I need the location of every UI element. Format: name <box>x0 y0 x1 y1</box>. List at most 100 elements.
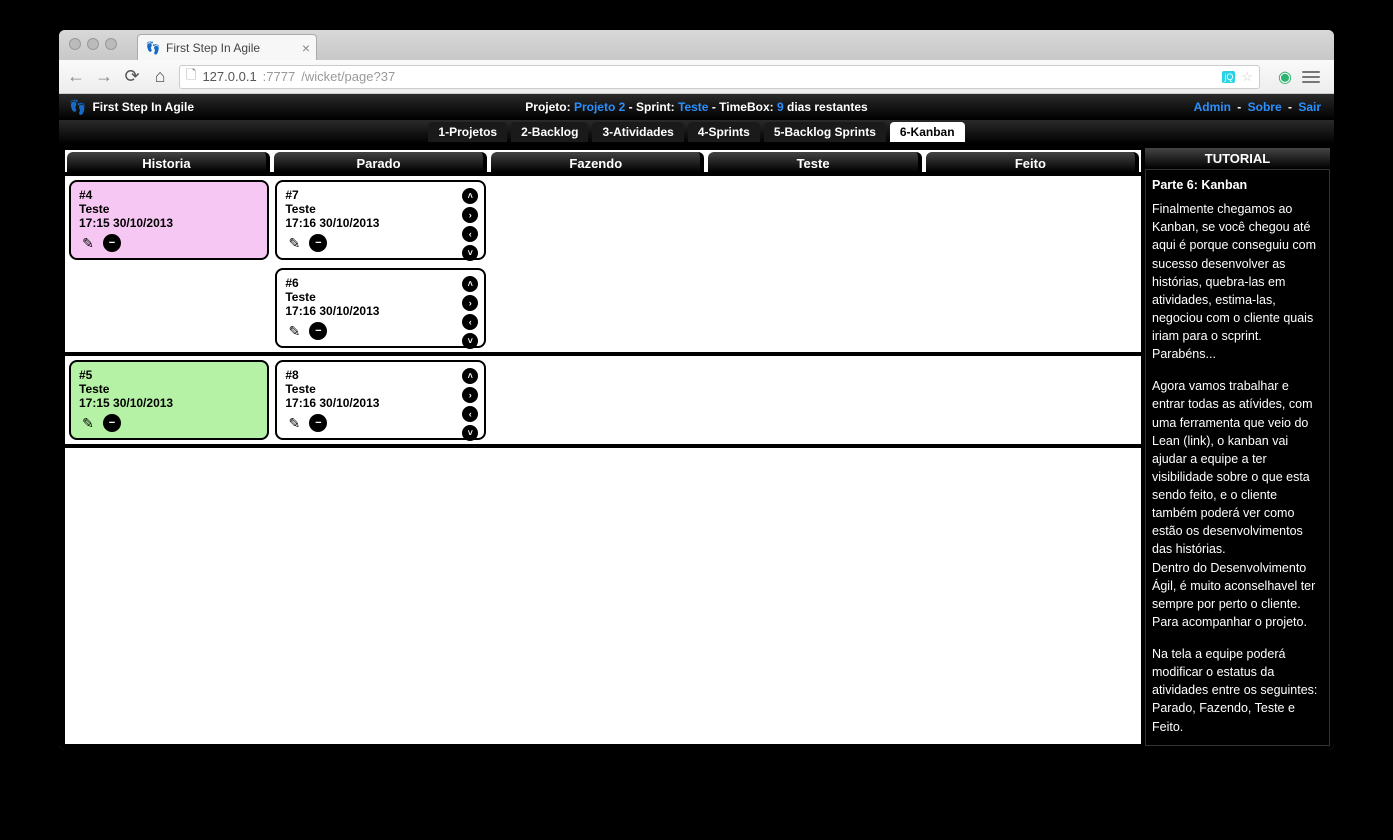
move-left-icon[interactable]: ‹ <box>462 314 478 330</box>
card-actions: ✎ − <box>79 234 259 252</box>
task-card[interactable]: ˄ › ‹ ˅ #7 Teste 17:16 30/10/2013 ✎ − <box>275 180 486 260</box>
maximize-window-button[interactable] <box>105 38 117 50</box>
home-button[interactable]: ⌂ <box>151 66 169 87</box>
edit-icon[interactable]: ✎ <box>285 414 303 432</box>
nav-tab[interactable]: 1-Projetos <box>428 122 507 142</box>
move-up-icon[interactable]: ˄ <box>462 188 478 204</box>
tab-close-icon[interactable]: × <box>302 40 310 56</box>
sprint-link[interactable]: Teste <box>678 100 708 114</box>
move-up-icon[interactable]: ˄ <box>462 368 478 384</box>
app-header: 👣 First Step In Agile Projeto: Projeto 2… <box>59 94 1334 120</box>
column-header: Historia <box>67 152 270 172</box>
timebox-label: - TimeBox: <box>712 100 774 114</box>
card-actions: ✎ − <box>285 414 476 432</box>
close-window-button[interactable] <box>69 38 81 50</box>
move-down-icon[interactable]: ˅ <box>462 245 478 261</box>
nav-tab[interactable]: 3-Atividades <box>592 122 683 142</box>
cell-feito <box>926 360 1137 440</box>
card-timestamp: 17:16 30/10/2013 <box>285 396 476 410</box>
delete-icon[interactable]: − <box>103 234 121 252</box>
extension-badge-icon[interactable]: jQ <box>1222 71 1235 83</box>
projeto-link[interactable]: Projeto 2 <box>574 100 625 114</box>
minimize-window-button[interactable] <box>87 38 99 50</box>
move-right-icon[interactable]: › <box>462 295 478 311</box>
tutorial-paragraph: Finalmente chegamos ao Kanban, se você c… <box>1152 200 1323 363</box>
delete-icon[interactable]: − <box>309 414 327 432</box>
cell-teste <box>709 360 920 440</box>
move-controls: ˄ › ‹ ˅ <box>462 276 478 349</box>
history-card[interactable]: #4 Teste 17:15 30/10/2013 ✎ − <box>69 180 269 260</box>
extension-icon[interactable]: ◉ <box>1276 68 1294 86</box>
favicon-icon: 👣 <box>146 41 160 55</box>
address-bar[interactable]: 🗋 127.0.0.1:7777/wicket/page?37 jQ ☆ <box>179 65 1260 89</box>
sobre-link[interactable]: Sobre <box>1248 100 1282 114</box>
move-down-icon[interactable]: ˅ <box>462 425 478 441</box>
edit-icon[interactable]: ✎ <box>79 234 97 252</box>
kanban-board: HistoriaParadoFazendoTesteFeito #4 Teste… <box>63 148 1143 746</box>
column-header: Parado <box>274 152 487 172</box>
card-actions: ✎ − <box>79 414 259 432</box>
cell-historia: #5 Teste 17:15 30/10/2013 ✎ − <box>69 360 269 440</box>
footprints-icon: 👣 <box>69 99 86 116</box>
card-id: #5 <box>79 368 259 382</box>
nav-tab[interactable]: 6-Kanban <box>890 122 965 142</box>
cell-historia: #4 Teste 17:15 30/10/2013 ✎ − <box>69 180 269 348</box>
window-controls <box>69 38 117 50</box>
url-path: /wicket/page?37 <box>301 69 395 84</box>
projeto-label: Projeto: <box>525 100 570 114</box>
cell-fazendo <box>492 360 703 440</box>
back-button[interactable]: ← <box>67 66 85 87</box>
tutorial-paragraph: Na tela a equipe poderá modificar o esta… <box>1152 645 1323 736</box>
move-left-icon[interactable]: ‹ <box>462 226 478 242</box>
tutorial-title: TUTORIAL <box>1145 148 1330 169</box>
nav-tab[interactable]: 2-Backlog <box>511 122 588 142</box>
browser-window: 👣 First Step In Agile × ← → ⟳ ⌂ 🗋 127.0.… <box>59 30 1334 750</box>
cell-teste <box>709 180 920 348</box>
move-right-icon[interactable]: › <box>462 207 478 223</box>
reload-button[interactable]: ⟳ <box>123 66 141 87</box>
edit-icon[interactable]: ✎ <box>79 414 97 432</box>
card-timestamp: 17:16 30/10/2013 <box>285 216 476 230</box>
page-icon: 🗋 <box>186 66 196 88</box>
card-actions: ✎ − <box>285 322 476 340</box>
column-header: Fazendo <box>491 152 704 172</box>
delete-icon[interactable]: − <box>309 322 327 340</box>
card-id: #4 <box>79 188 259 202</box>
task-card[interactable]: ˄ › ‹ ˅ #8 Teste 17:16 30/10/2013 ✎ − <box>275 360 486 440</box>
edit-icon[interactable]: ✎ <box>285 234 303 252</box>
browser-tab[interactable]: 👣 First Step In Agile × <box>137 34 317 60</box>
sprint-label: - Sprint: <box>629 100 675 114</box>
delete-icon[interactable]: − <box>309 234 327 252</box>
sair-link[interactable]: Sair <box>1298 100 1321 114</box>
move-down-icon[interactable]: ˅ <box>462 333 478 349</box>
card-title: Teste <box>79 202 259 216</box>
nav-tab[interactable]: 5-Backlog Sprints <box>764 122 886 142</box>
edit-icon[interactable]: ✎ <box>285 322 303 340</box>
tutorial-subtitle: Parte 6: Kanban <box>1152 176 1323 194</box>
card-title: Teste <box>285 382 476 396</box>
timebox-suffix: dias restantes <box>787 100 868 114</box>
column-headers: HistoriaParadoFazendoTesteFeito <box>65 150 1141 176</box>
header-right: Admin - Sobre - Sair <box>1191 100 1324 114</box>
desktop: 👣 First Step In Agile × ← → ⟳ ⌂ 🗋 127.0.… <box>0 0 1393 840</box>
tutorial-panel: TUTORIAL Parte 6: Kanban Finalmente cheg… <box>1145 148 1330 746</box>
move-left-icon[interactable]: ‹ <box>462 406 478 422</box>
menu-button[interactable] <box>1302 71 1320 83</box>
move-controls: ˄ › ‹ ˅ <box>462 188 478 261</box>
column-header: Feito <box>926 152 1139 172</box>
tab-strip: 👣 First Step In Agile × <box>59 30 1334 60</box>
tutorial-paragraph: Agora vamos trabalhar e entrar todas as … <box>1152 377 1323 631</box>
move-up-icon[interactable]: ˄ <box>462 276 478 292</box>
history-card[interactable]: #5 Teste 17:15 30/10/2013 ✎ − <box>69 360 269 440</box>
nav-tab[interactable]: 4-Sprints <box>688 122 760 142</box>
admin-link[interactable]: Admin <box>1194 100 1231 114</box>
task-card[interactable]: ˄ › ‹ ˅ #6 Teste 17:16 30/10/2013 ✎ − <box>275 268 486 348</box>
card-id: #8 <box>285 368 476 382</box>
kanban-row: #4 Teste 17:15 30/10/2013 ✎ − ˄ › ‹ ˅ #7… <box>65 176 1141 356</box>
delete-icon[interactable]: − <box>103 414 121 432</box>
cell-fazendo <box>492 180 703 348</box>
forward-button[interactable]: → <box>95 66 113 87</box>
move-right-icon[interactable]: › <box>462 387 478 403</box>
bookmark-star-icon[interactable]: ☆ <box>1241 69 1253 85</box>
kanban-row: #5 Teste 17:15 30/10/2013 ✎ − ˄ › ‹ ˅ #8… <box>65 356 1141 448</box>
